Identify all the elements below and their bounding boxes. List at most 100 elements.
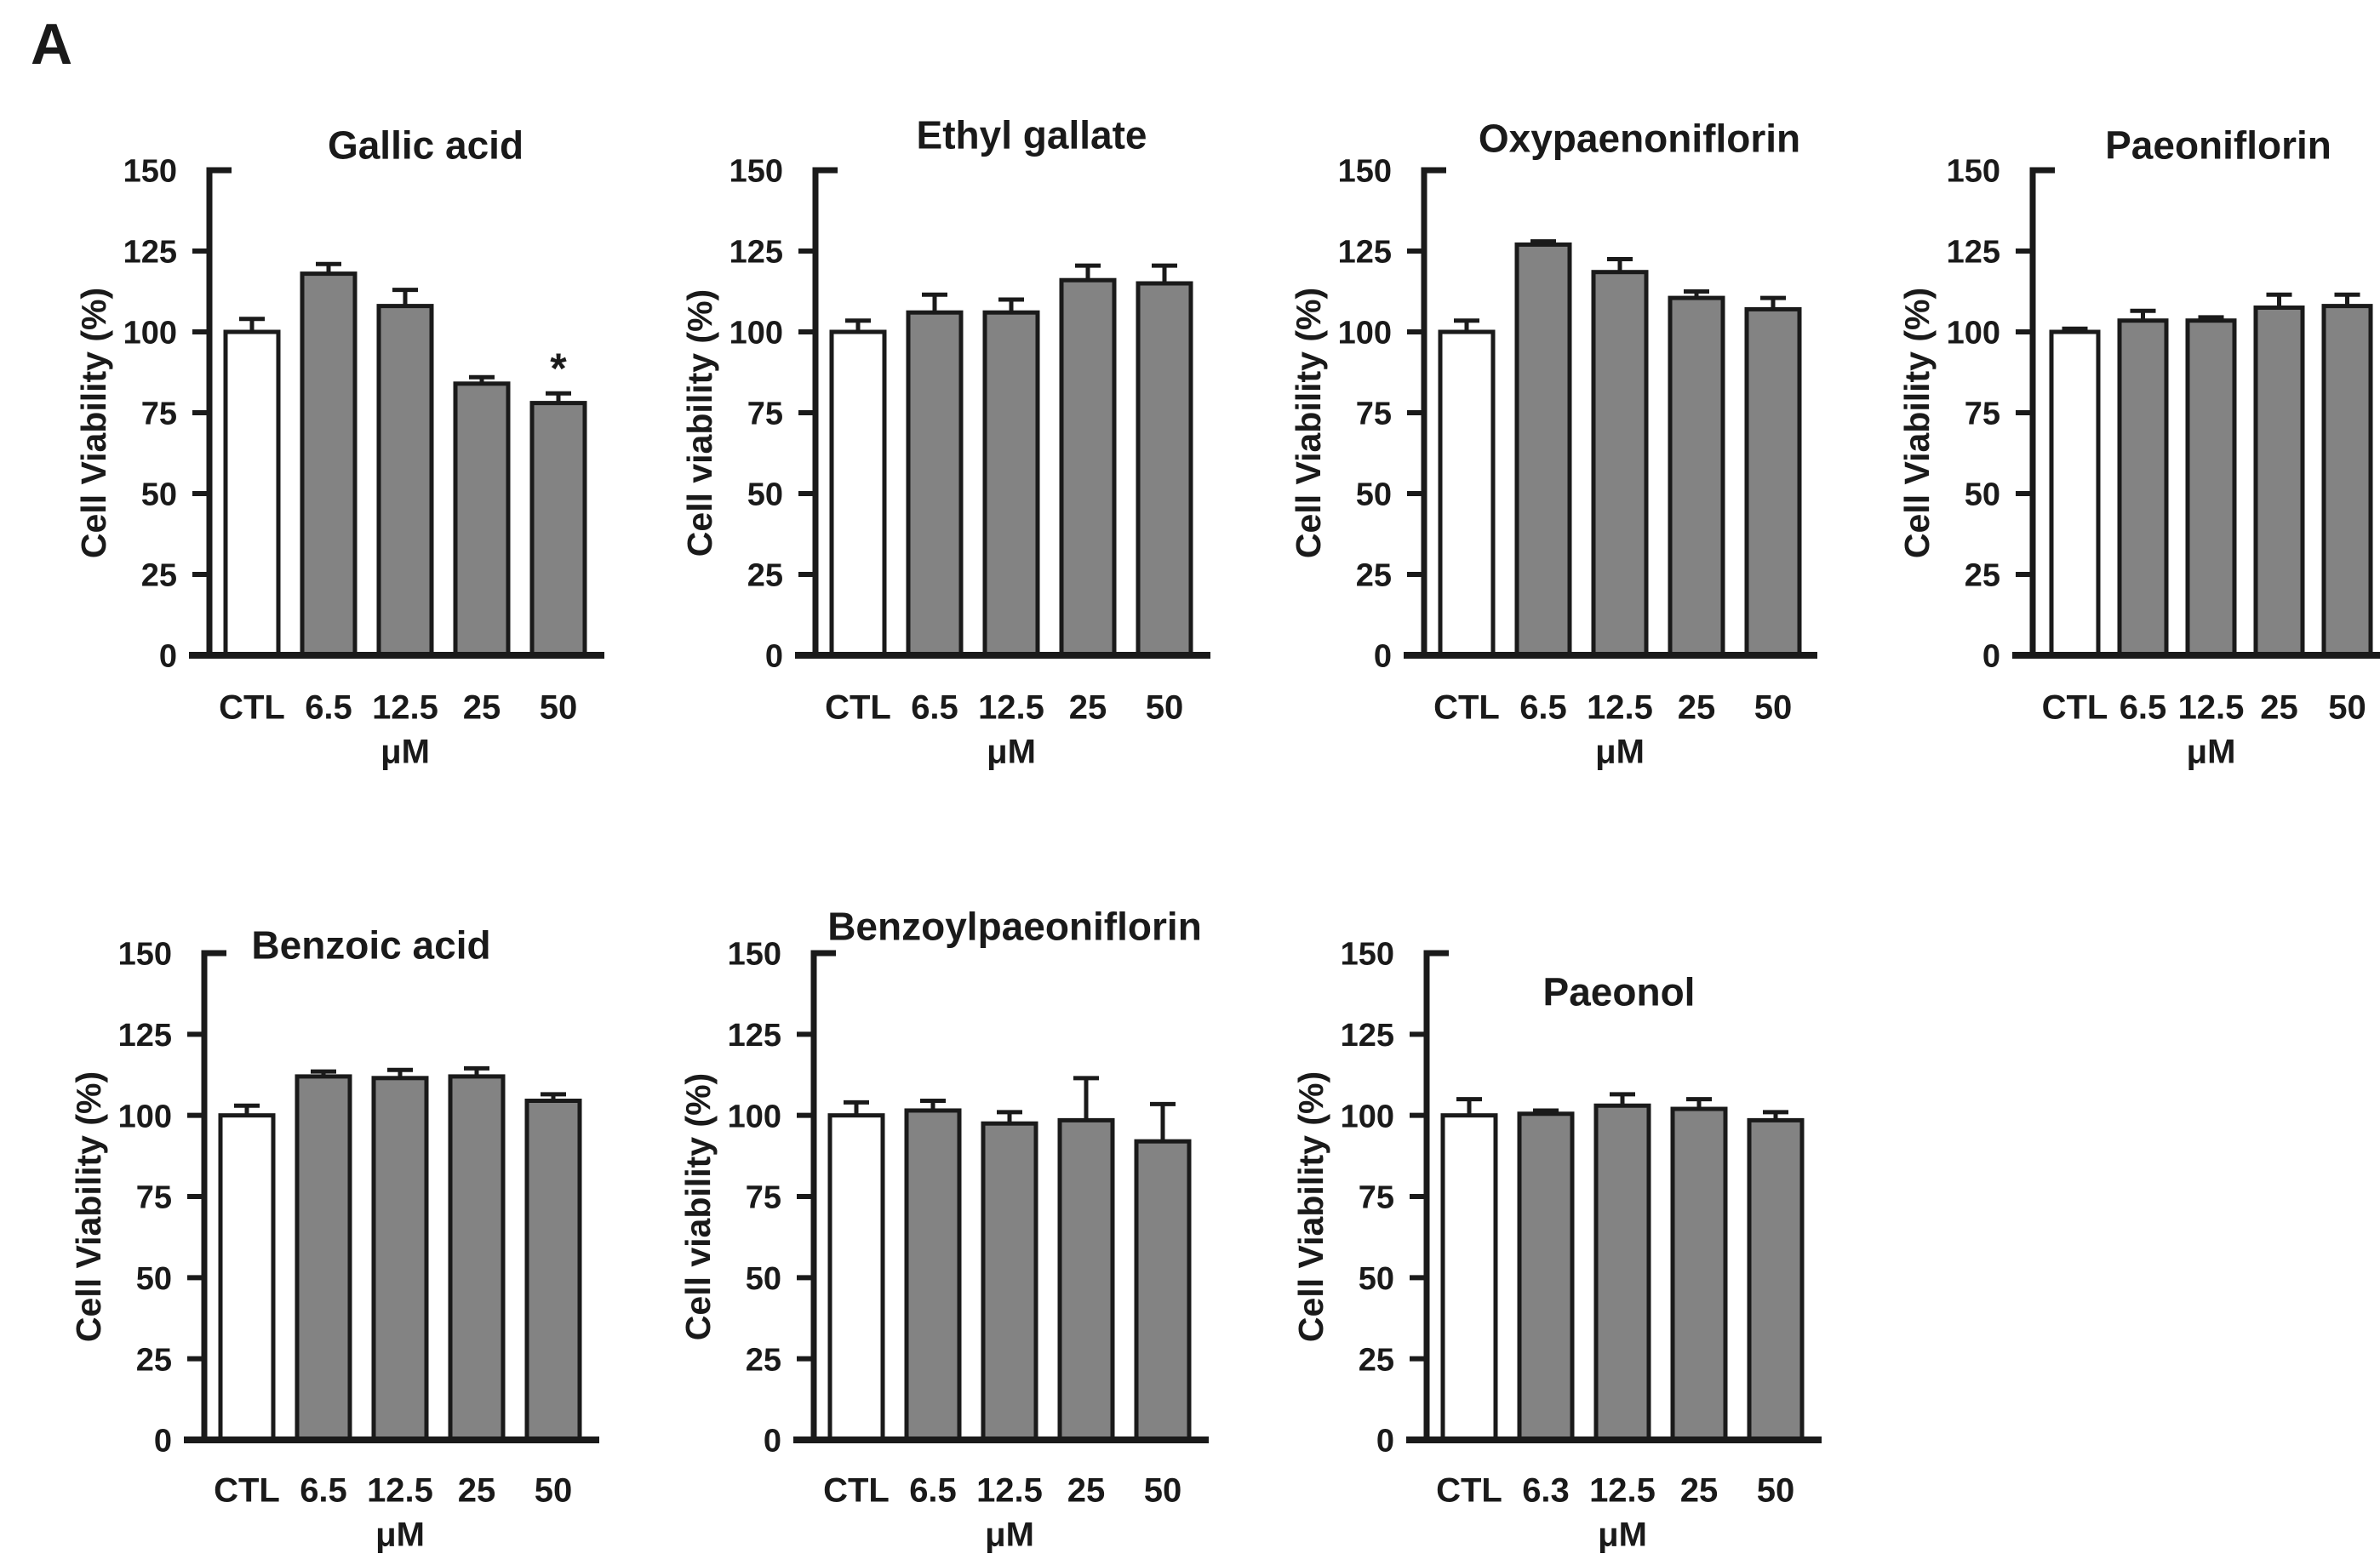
bar-control <box>2049 329 2101 658</box>
x-tick-label: 50 <box>535 1471 573 1509</box>
chart-title: Gallic acid <box>328 123 523 168</box>
y-tick-label: 100 <box>728 1099 781 1134</box>
y-tick-label: 100 <box>123 316 177 351</box>
y-tick-label: 50 <box>746 1261 781 1297</box>
y-tick-label: 25 <box>747 558 783 594</box>
y-tick-label: 75 <box>136 1180 172 1216</box>
y-tick-label: 150 <box>1947 154 2000 190</box>
bar <box>1668 295 1725 658</box>
chart-title: Benzoic acid <box>251 923 490 968</box>
x-tick-label: 6.3 <box>1522 1471 1570 1509</box>
y-tick-label: 75 <box>1356 397 1392 432</box>
bar <box>453 381 511 658</box>
chart-paeonol: Paeonol Cell Viability (%) 0 25 50 75 100 125 15… <box>1291 937 1822 1553</box>
x-axis-unit-label: μM <box>1598 1516 1647 1553</box>
x-tick-label: 25 <box>1069 688 1107 726</box>
chart-oxypaenoniflorin: Oxypaenoniflorin Cell Viability (%) 0 25 50 7… <box>1289 117 1817 770</box>
chart-gallic-acid: Gallic acid Cell Viability (%) 0 25 50 75 100 1… <box>74 123 604 770</box>
bar <box>1593 1103 1651 1442</box>
y-tick-label: 25 <box>136 1342 172 1378</box>
x-tick-label: 12.5 <box>367 1471 433 1509</box>
bar <box>524 1099 582 1442</box>
bar <box>295 1074 352 1442</box>
panel-label: A <box>31 12 73 77</box>
y-tick-label: 150 <box>123 154 177 190</box>
bar <box>1747 1117 1805 1442</box>
x-tick-label: CTL <box>825 688 891 726</box>
x-tick-label: 12.5 <box>978 688 1044 726</box>
chart-title: Paeonol <box>1543 970 1696 1014</box>
bar <box>1591 270 1649 658</box>
chart-benzoic-acid: Benzoic acid Cell Viability (%) 0 25 50 75 100… <box>69 923 599 1553</box>
y-tick-label: 150 <box>728 937 781 973</box>
x-tick-label: 25 <box>1680 1471 1719 1509</box>
y-tick-label: 0 <box>1376 1424 1394 1459</box>
y-tick-label: 25 <box>1356 558 1392 594</box>
bar <box>1059 277 1117 658</box>
y-tick-label: 125 <box>123 235 177 271</box>
bar <box>981 1121 1038 1442</box>
y-tick-label: 50 <box>747 477 783 513</box>
x-axis-unit-label: μM <box>380 733 430 770</box>
bar-control <box>1438 329 1496 658</box>
y-tick-label: 100 <box>1341 1099 1394 1134</box>
bar <box>904 1108 962 1442</box>
y-tick-label: 50 <box>136 1261 172 1297</box>
y-tick-label: 150 <box>118 937 172 973</box>
x-tick-label: CTL <box>214 1471 280 1509</box>
y-tick-label: 0 <box>764 1424 781 1459</box>
y-tick-label: 100 <box>729 316 783 351</box>
x-tick-label: 6.5 <box>909 1471 957 1509</box>
x-axis-unit-label: μM <box>1595 733 1645 770</box>
y-axis-label: Cell Viability (%) <box>1291 1071 1330 1342</box>
y-tick-label: 50 <box>1359 1261 1394 1297</box>
x-tick-label: 6.5 <box>911 688 958 726</box>
y-tick-label: 25 <box>1965 558 2000 594</box>
bar-control <box>1440 1113 1498 1442</box>
bar <box>529 401 587 658</box>
chart-paeoniflorin: Paeoniflorin Cell Viability (%) 0 25 50 75 100… <box>1897 123 2380 770</box>
x-tick-label: 25 <box>463 688 501 726</box>
x-tick-label: 25 <box>2260 688 2298 726</box>
x-tick-label: 12.5 <box>1587 688 1653 726</box>
bar <box>1517 1111 1575 1442</box>
y-tick-label: 125 <box>1947 235 2000 271</box>
y-tick-label: 125 <box>1341 1018 1394 1054</box>
y-axis-label: Cell Viability (%) <box>74 288 113 558</box>
x-tick-label: 50 <box>1757 1471 1795 1509</box>
x-tick-label: 50 <box>1144 1471 1182 1509</box>
chart-title: Paeoniflorin <box>2105 123 2331 168</box>
y-tick-label: 150 <box>1341 937 1394 973</box>
y-tick-label: 75 <box>141 397 177 432</box>
y-axis-label: Cell Viability (%) <box>1289 288 1328 558</box>
y-tick-label: 50 <box>1965 477 2000 513</box>
bar <box>982 310 1040 658</box>
x-tick-label: CTL <box>219 688 285 726</box>
chart-benzoylpaeoniflorin: Benzoylpaeoniflorin Cell viability (%) 0 25… <box>678 905 1209 1553</box>
chart-title: Ethyl gallate <box>917 113 1147 157</box>
y-tick-label: 100 <box>1338 316 1392 351</box>
bar <box>1744 306 1802 658</box>
x-axis-unit-label: μM <box>987 733 1036 770</box>
x-tick-label: 25 <box>458 1471 496 1509</box>
chart-ethyl-gallate: Ethyl gallate Cell viability (%) 0 25 50 75 10… <box>680 113 1210 770</box>
bar <box>2253 306 2305 658</box>
y-axis-label: Cell Viability (%) <box>1897 288 1937 558</box>
y-tick-label: 100 <box>1947 316 2000 351</box>
bar <box>1670 1106 1728 1442</box>
y-tick-label: 125 <box>729 235 783 271</box>
chart-title: Benzoylpaeoniflorin <box>827 905 1202 949</box>
x-tick-label: 6.5 <box>2120 688 2167 726</box>
y-tick-label: 0 <box>1982 639 2000 675</box>
y-tick-label: 0 <box>154 1424 172 1459</box>
y-tick-label: 150 <box>729 154 783 190</box>
bar <box>448 1074 506 1442</box>
y-axis-label: Cell viability (%) <box>680 289 719 557</box>
bar <box>1514 242 1572 658</box>
y-tick-label: 0 <box>159 639 177 675</box>
bar <box>300 271 358 658</box>
y-tick-label: 75 <box>1965 397 2000 432</box>
x-tick-label: 50 <box>540 688 578 726</box>
